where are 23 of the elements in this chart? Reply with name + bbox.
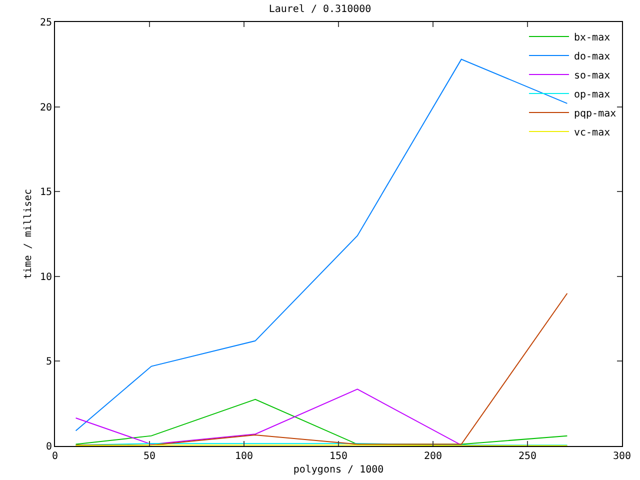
x-tick-label: 250	[518, 451, 537, 462]
y-tick-label: 15	[40, 187, 52, 198]
y-tick-label: 0	[46, 442, 52, 452]
x-tick-label: 200	[424, 451, 442, 462]
y-tick-label: 5	[46, 356, 52, 368]
legend-label: pqp-max	[574, 108, 616, 120]
x-tick-label: 150	[329, 451, 348, 462]
chart-title: Laurel / 0.310000	[268, 4, 372, 15]
y-tick-label: 25	[40, 18, 52, 28]
x-tick-label: 300	[612, 451, 632, 462]
x-tick-label: 50	[143, 451, 156, 462]
y-tick-label: 20	[40, 102, 52, 114]
line-series	[75, 58, 568, 432]
x-tick-label: 100	[234, 451, 254, 462]
line-series	[75, 292, 568, 446]
y-tick-label: 10	[40, 272, 52, 283]
legend-label: bx-max	[574, 32, 610, 44]
legend-label: op-max	[574, 89, 610, 100]
legend-label: vc-max	[574, 127, 610, 138]
x-axis-title: polygons / 1000	[293, 464, 384, 476]
legend-label: do-max	[574, 51, 610, 62]
legend-label: so-max	[574, 70, 610, 82]
y-axis-title: time / millisec	[22, 188, 34, 280]
